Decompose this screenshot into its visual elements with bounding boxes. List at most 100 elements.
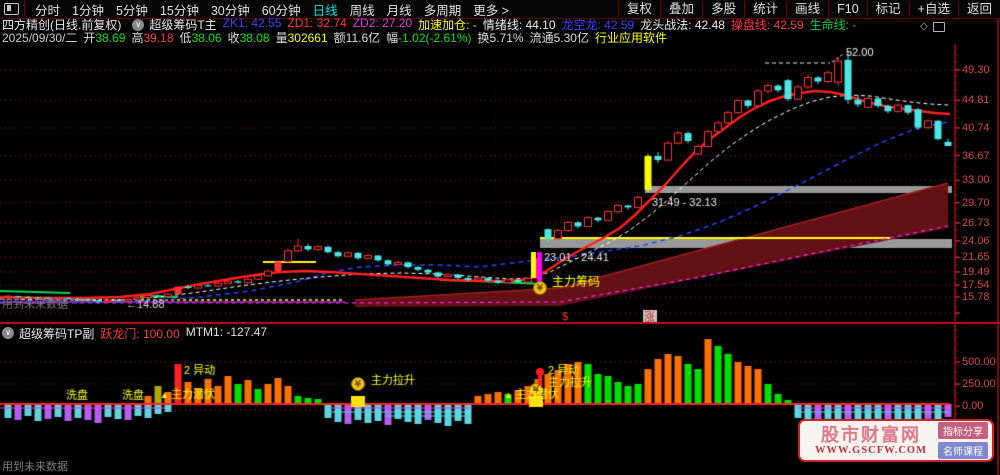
- price-axis-label: 33.00: [962, 174, 990, 187]
- toolbar-button-5[interactable]: F10: [828, 1, 867, 17]
- menu-item-9[interactable]: 多周期: [423, 3, 462, 18]
- toolbar-button-4[interactable]: 画线: [786, 1, 828, 17]
- quote-field-3: 低38.06: [180, 29, 222, 46]
- toolbar-menu: 复权 叠加 多股 统计 画线 F10 标记 +自选 返回: [618, 0, 1000, 18]
- indicator-info-row: 四方精创(日线.前复权) ∨ 超级筹码T主 ZK1: 42.55 ZD1: 32.…: [2, 16, 998, 32]
- watermark-text: 股市财富网 WWW.GSCFW.COM: [804, 424, 938, 456]
- menu-item-3[interactable]: 15分钟: [159, 3, 199, 18]
- chevron-down-icon[interactable]: ∨: [132, 18, 145, 31]
- price-axis-label: 44.81: [962, 94, 990, 107]
- quote-field-label: 幅: [386, 31, 399, 45]
- watermark-badge-0: 指标分享: [938, 422, 988, 439]
- price-axis-label: 36.67: [962, 149, 990, 162]
- quote-field-value: 11.6亿: [345, 31, 381, 45]
- quote-field-value: 302661: [287, 31, 328, 45]
- quote-field-label: 低: [179, 31, 192, 45]
- quote-field-label: 额: [333, 31, 346, 45]
- sub-axis-label: 500.00: [962, 356, 996, 368]
- menu-item-6[interactable]: 日线: [312, 3, 338, 18]
- quote-field-9: 流通5.30亿: [530, 29, 589, 46]
- price-axis-label: 49.30: [962, 64, 990, 76]
- quote-field-value: 5.71%: [489, 31, 524, 45]
- main-chart-area[interactable]: [0, 44, 955, 323]
- toolbar-button-3[interactable]: 统计: [744, 1, 786, 17]
- menu-item-7[interactable]: 周线: [349, 3, 375, 18]
- future-data-warning: 用到未来数据: [2, 461, 68, 473]
- indicator-field-0: ZK1: 42.55: [222, 16, 282, 30]
- menu-item-1[interactable]: 1分钟: [72, 3, 104, 18]
- quote-field-value: 39.18: [143, 31, 174, 45]
- diamond-icon[interactable]: ◇: [920, 21, 928, 32]
- sub-indicator-field-1: MTM1: -127.47: [185, 324, 268, 339]
- quote-field-5: 量302661: [276, 29, 328, 46]
- sub-indicator-field-0: 跃龙门: 100.00: [100, 326, 180, 341]
- price-axis-label: 17.54: [962, 279, 990, 292]
- toolbar-button-6[interactable]: 标记: [866, 1, 909, 17]
- watermark-site-url: WWW.GSCFW.COM: [815, 444, 927, 456]
- price-axis-label: 26.73: [962, 216, 990, 229]
- collapse-icon[interactable]: ∨: [2, 327, 14, 339]
- timeframe-menu: 分时 1分钟 5分钟 15分钟 30分钟 60分钟 日线 周线 月线 多周期 更多 >: [29, 0, 515, 19]
- price-axis-label: 29.70: [962, 196, 990, 209]
- quote-field-label: 流通: [529, 31, 554, 45]
- indicator-field-5: 龙空龙: 42.59: [561, 18, 635, 32]
- quote-field-8: 换5.71%: [478, 29, 524, 46]
- price-axis-label: 19.49: [962, 265, 990, 278]
- quote-info-row: 2025/09/30/二 开38.69 高39.18 低38.06 收38.08 量302…: [2, 29, 998, 46]
- quote-field-1: 开38.69: [83, 29, 125, 46]
- watermark-card[interactable]: 股市财富网 WWW.GSCFW.COM 指标分享名师课程: [798, 419, 994, 462]
- window-icon[interactable]: [933, 22, 945, 32]
- quote-field-label: 高: [131, 31, 144, 45]
- sub-indicator-header: ∨ 超级筹码TP副 跃龙门: 100.00 MTM1: -127.47: [2, 324, 273, 341]
- menu-item-10[interactable]: 更多 >: [473, 3, 509, 18]
- stock-title: 四方精创(日线.前复权): [2, 18, 122, 32]
- quote-field-0: 2025/09/30/二: [2, 29, 77, 46]
- main-indicator-title: 超级筹码T主: [149, 18, 217, 32]
- indicator-field-1: ZD1: 32.74: [287, 16, 347, 30]
- watermark-site-name: 股市财富网: [821, 424, 921, 445]
- quote-field-10: 行业应用软件: [595, 29, 667, 46]
- menubar-divider: [24, 1, 25, 17]
- menu-item-5[interactable]: 60分钟: [261, 3, 301, 18]
- quote-field-6: 额11.6亿: [334, 29, 380, 46]
- toolbar-button-8[interactable]: 返回: [957, 1, 1000, 17]
- quote-field-value: 2025/09/30/二: [2, 31, 78, 45]
- quote-field-label: 开: [83, 31, 96, 45]
- quote-field-value: 38.08: [239, 31, 270, 45]
- indicator-field-2: ZD2: 27.20: [352, 16, 413, 30]
- toolbar-button-7[interactable]: +自选: [908, 1, 958, 17]
- indicator-field-7: 操盘线: 42.59: [730, 18, 804, 32]
- quote-field-4: 收38.08: [228, 29, 270, 46]
- quote-field-value: 38.06: [191, 31, 222, 45]
- menu-item-8[interactable]: 月线: [386, 3, 412, 18]
- quote-field-2: 高39.18: [131, 29, 173, 46]
- menubar: 分时 1分钟 5分钟 15分钟 30分钟 60分钟 日线 周线 月线 多周期 更多 > 复权 叠加 多股…: [0, 0, 1000, 19]
- quote-field-7: 幅-1.02(-2.61%): [386, 29, 471, 46]
- price-axis-label: 40.74: [962, 121, 990, 134]
- menu-item-0[interactable]: 分时: [35, 3, 61, 18]
- indicator-field-3: 加速加仓: -: [418, 18, 477, 32]
- toolbar-button-2[interactable]: 多股: [702, 1, 744, 17]
- price-axis-label: 24.06: [962, 234, 990, 247]
- menu-item-2[interactable]: 5分钟: [115, 3, 148, 18]
- toolbar-button-1[interactable]: 叠加: [660, 1, 702, 17]
- menu-item-4[interactable]: 30分钟: [210, 3, 250, 18]
- toolbar-button-0[interactable]: 复权: [618, 1, 660, 17]
- sub-axis-label: 0.00: [962, 400, 984, 412]
- quote-field-value: -1.02(-2.61%): [398, 31, 472, 45]
- sub-indicator-title: 超级筹码TP副: [19, 326, 95, 341]
- layout-panel-icon[interactable]: [4, 3, 19, 15]
- watermark-badge-1: 名师课程: [938, 442, 988, 459]
- quote-field-label: 量: [275, 31, 288, 45]
- quote-field-value: 行业应用软件: [594, 31, 667, 45]
- sub-axis-label: 250.00: [962, 378, 996, 390]
- quote-field-label: 收: [227, 31, 240, 45]
- quote-field-value: 5.30亿: [553, 31, 589, 45]
- indicator-field-4: 情绪线: 44.10: [482, 18, 556, 32]
- price-axis-label: 21.65: [962, 251, 990, 264]
- quote-field-label: 换: [477, 31, 490, 45]
- indicator-field-6: 龙头战法: 42.48: [640, 18, 725, 32]
- indicator-field-8: 生命线: -: [809, 18, 857, 32]
- quote-field-value: 38.69: [95, 31, 126, 45]
